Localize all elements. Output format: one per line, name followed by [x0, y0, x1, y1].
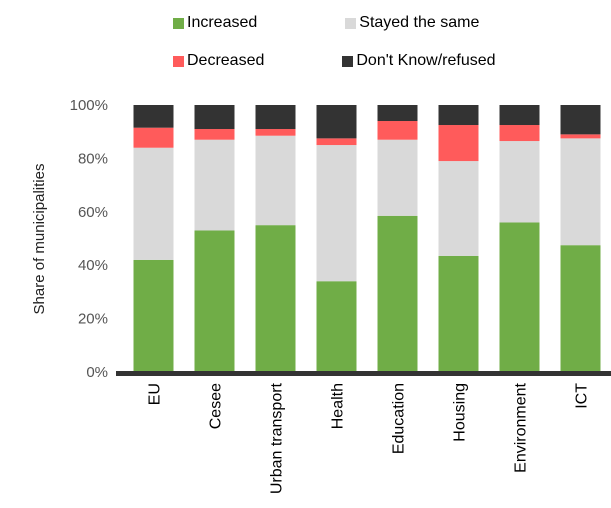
legend-swatch-decreased [173, 55, 184, 67]
bar-segment-1-2 [255, 135, 296, 226]
bar-segment-3-7 [560, 105, 601, 135]
x-axis-labels: EU Cesee Urban transport Health Education Hou… [147, 382, 591, 494]
bar-segment-2-5 [438, 125, 479, 162]
bar-segment-3-0 [133, 105, 174, 128]
bar-segment-0-0 [133, 259, 174, 372]
y-axis-title: Share of municipalities [31, 164, 48, 315]
bar-segment-2-7 [560, 134, 601, 139]
legend-label-stayed: Stayed the same [359, 14, 480, 31]
bar-segment-2-0 [133, 127, 174, 148]
legend-label-dontknow: Don't Know/refused [356, 52, 496, 69]
y-tick-label: 100% [70, 97, 108, 114]
bar-segment-2-1 [194, 129, 235, 140]
x-tick-label: Housing [452, 383, 469, 442]
bar-segment-3-1 [194, 105, 235, 130]
x-tick-label: ICT [574, 383, 591, 409]
x-tick-label: Education [391, 383, 408, 454]
y-tick-label: 20% [78, 311, 108, 328]
bar-segment-0-6 [499, 222, 540, 372]
bar-segment-0-3 [316, 281, 357, 372]
bar-segment-2-4 [377, 121, 418, 140]
bar-segment-3-5 [438, 105, 479, 126]
bar-segment-2-6 [499, 125, 540, 142]
legend-swatch-dontknow [342, 55, 354, 67]
bar-segment-3-3 [316, 105, 357, 139]
x-tick-label: Environment [513, 382, 530, 472]
y-tick-label: 40% [78, 257, 108, 274]
bar-segment-3-4 [377, 105, 418, 122]
x-tick-label: Urban transport [269, 382, 286, 494]
bar-segment-2-3 [316, 138, 357, 146]
legend-label-increased: Increased [187, 14, 258, 31]
y-tick-label: 60% [78, 204, 108, 221]
bar-segment-0-5 [438, 255, 479, 372]
x-tick-label: Health [330, 383, 347, 429]
bar-segment-1-5 [438, 161, 479, 256]
bar-segment-1-4 [377, 139, 418, 216]
x-tick-label: EU [147, 383, 164, 405]
legend-label-decreased: Decreased [187, 52, 265, 69]
y-tick-label: 80% [78, 150, 108, 167]
legend-swatch-increased [173, 17, 184, 29]
bar-segment-0-2 [255, 225, 296, 372]
bar-segment-1-1 [194, 139, 235, 231]
bar-segment-1-6 [499, 141, 540, 223]
x-tick-label: Cesee [208, 383, 225, 429]
bar-segment-3-2 [255, 105, 296, 130]
bar-segment-0-4 [377, 215, 418, 372]
bar-segment-0-7 [560, 245, 601, 372]
legend-row-2: Decreased Don't Know/refused [173, 52, 496, 70]
bar-segment-3-6 [499, 105, 540, 126]
bar-segment-1-3 [316, 145, 357, 282]
x-axis-line [116, 371, 611, 376]
bar-segment-1-0 [133, 147, 174, 260]
bar-segment-1-7 [560, 138, 601, 246]
legend-swatch-stayed [345, 17, 357, 29]
bar-segment-0-1 [194, 230, 235, 372]
bar-segment-2-2 [255, 129, 296, 136]
bars [116, 105, 611, 376]
legend-row-1: Increased Stayed the same [173, 14, 479, 32]
y-axis-ticks: 0% 20% 40% 60% 80% 100% [70, 97, 108, 381]
y-tick-label: 0% [86, 364, 108, 381]
